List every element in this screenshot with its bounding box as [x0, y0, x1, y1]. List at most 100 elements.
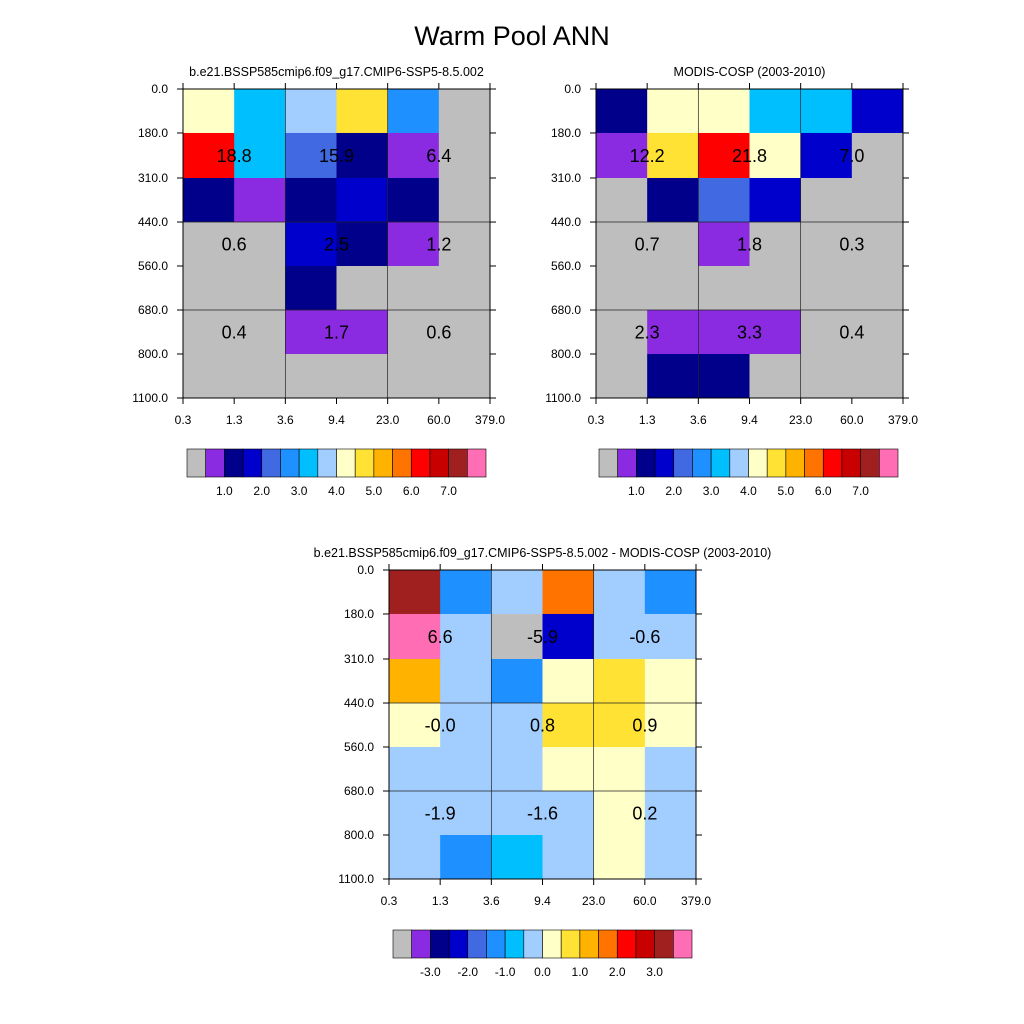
y-tick-label: 680.0: [138, 303, 168, 317]
heatmap-cell: [389, 746, 441, 792]
heatmap-cell: [647, 265, 699, 311]
x-tick-label: 0.3: [175, 413, 192, 427]
heatmap-cell: [800, 177, 853, 223]
heatmap-cell: [851, 222, 904, 267]
heatmap-cell: [285, 309, 337, 355]
heatmap-cell: [749, 177, 802, 223]
colorbar-swatch: [729, 448, 749, 478]
page-title: Warm Pool ANN: [414, 21, 610, 51]
block-value-label: 1.2: [426, 235, 451, 255]
heatmap-cell: [389, 570, 441, 615]
y-tick-label: 800.0: [344, 828, 374, 842]
block-value-label: 0.4: [839, 322, 864, 342]
heatmap-cell: [800, 132, 853, 179]
colorbar-label: 5.0: [778, 484, 795, 498]
heatmap-cell: [542, 834, 595, 880]
colorbar-swatch: [410, 448, 431, 478]
heatmap-cell: [749, 353, 802, 399]
heatmap-cell: [336, 89, 389, 134]
block-value-label: 0.4: [222, 322, 247, 342]
heatmap-cell: [542, 613, 595, 660]
panel-title: b.e21.BSSP585cmip6.f09_g17.CMIP6-SSP5-8.…: [314, 546, 772, 560]
heatmap-cell: [387, 177, 440, 223]
colorbar-swatch: [392, 448, 412, 478]
y-tick-label: 1100.0: [338, 872, 374, 886]
colorbar-swatch: [224, 448, 244, 478]
colorbar-label: 4.0: [740, 484, 757, 498]
y-tick-label: 800.0: [551, 347, 581, 361]
y-tick-label: 440.0: [551, 215, 581, 229]
block-value-label: -5.9: [527, 627, 558, 647]
colorbar-label: 1.0: [572, 965, 589, 979]
colorbar-swatch: [280, 448, 300, 478]
heatmap-cell: [387, 222, 440, 267]
colorbar-swatch: [542, 929, 562, 959]
heatmap-cell: [596, 132, 648, 179]
heatmap-cell: [389, 790, 441, 836]
colorbar-label: 4.0: [328, 484, 345, 498]
heatmap-cell: [183, 177, 235, 223]
heatmap-cell: [183, 265, 235, 311]
heatmap-cell: [593, 746, 646, 792]
heatmap-cell: [593, 790, 646, 836]
colorbar-swatch: [373, 448, 393, 478]
heatmap-cell: [593, 570, 646, 615]
block-value-label: 1.7: [324, 322, 349, 342]
block-value-label: 0.3: [839, 235, 864, 255]
x-tick-label: 379.0: [681, 894, 711, 908]
block-value-label: 15.9: [319, 146, 354, 166]
heatmap-cell: [644, 570, 697, 615]
colorbar-swatch: [860, 448, 880, 478]
heatmap-cell: [749, 265, 802, 311]
block-value-label: 7.0: [839, 146, 864, 166]
heatmap-cell: [285, 89, 337, 134]
heatmap-cell: [336, 132, 389, 179]
heatmap-cell: [644, 703, 697, 748]
x-tick-label: 3.6: [690, 413, 707, 427]
colorbar-label: 6.0: [403, 484, 420, 498]
x-tick-label: 9.4: [534, 894, 551, 908]
colorbar-swatch: [841, 448, 861, 478]
heatmap-cell: [389, 703, 441, 748]
x-tick-label: 23.0: [789, 413, 813, 427]
heatmap-cell: [647, 177, 699, 223]
block-value-label: 6.6: [428, 627, 453, 647]
heatmap-cell: [800, 309, 853, 355]
heatmap-cell: [851, 265, 904, 311]
colorbar-label: -2.0: [457, 965, 478, 979]
heatmap-cell: [491, 570, 543, 615]
colorbar-swatch: [766, 448, 787, 478]
colorbar-swatch: [748, 448, 768, 478]
panel-title: MODIS-COSP (2003-2010): [674, 65, 826, 79]
heatmap-cell: [851, 132, 904, 179]
heatmap-cell: [234, 222, 286, 267]
y-tick-label: 560.0: [138, 259, 168, 273]
heatmap-cell: [183, 309, 235, 355]
heatmap-cell: [389, 658, 441, 704]
heatmap-cell: [644, 746, 697, 792]
colorbar-label: 2.0: [665, 484, 682, 498]
heatmap-cell: [596, 353, 648, 399]
heatmap-cell: [644, 834, 697, 880]
heatmap-cell: [542, 703, 595, 748]
colorbar-swatch: [579, 929, 599, 959]
heatmap-cell: [438, 222, 491, 267]
y-tick-label: 560.0: [344, 740, 374, 754]
block-value-label: 1.8: [737, 235, 762, 255]
colorbar-swatch: [486, 929, 506, 959]
heatmap-cell: [851, 177, 904, 223]
x-tick-label: 23.0: [582, 894, 606, 908]
block-value-label: 21.8: [732, 146, 767, 166]
heatmap-cell: [851, 89, 904, 134]
heatmap-cell: [234, 353, 286, 399]
y-tick-label: 0.0: [357, 563, 374, 577]
x-tick-label: 379.0: [888, 413, 918, 427]
block-value-label: -1.6: [527, 803, 558, 823]
heatmap-cell: [593, 703, 646, 748]
x-tick-label: 379.0: [475, 413, 505, 427]
heatmap-cell: [491, 834, 543, 880]
heatmap-cell: [647, 89, 699, 134]
heatmap-cell: [698, 265, 750, 311]
colorbar-swatch: [411, 929, 431, 959]
heatmap-cell: [647, 309, 699, 355]
